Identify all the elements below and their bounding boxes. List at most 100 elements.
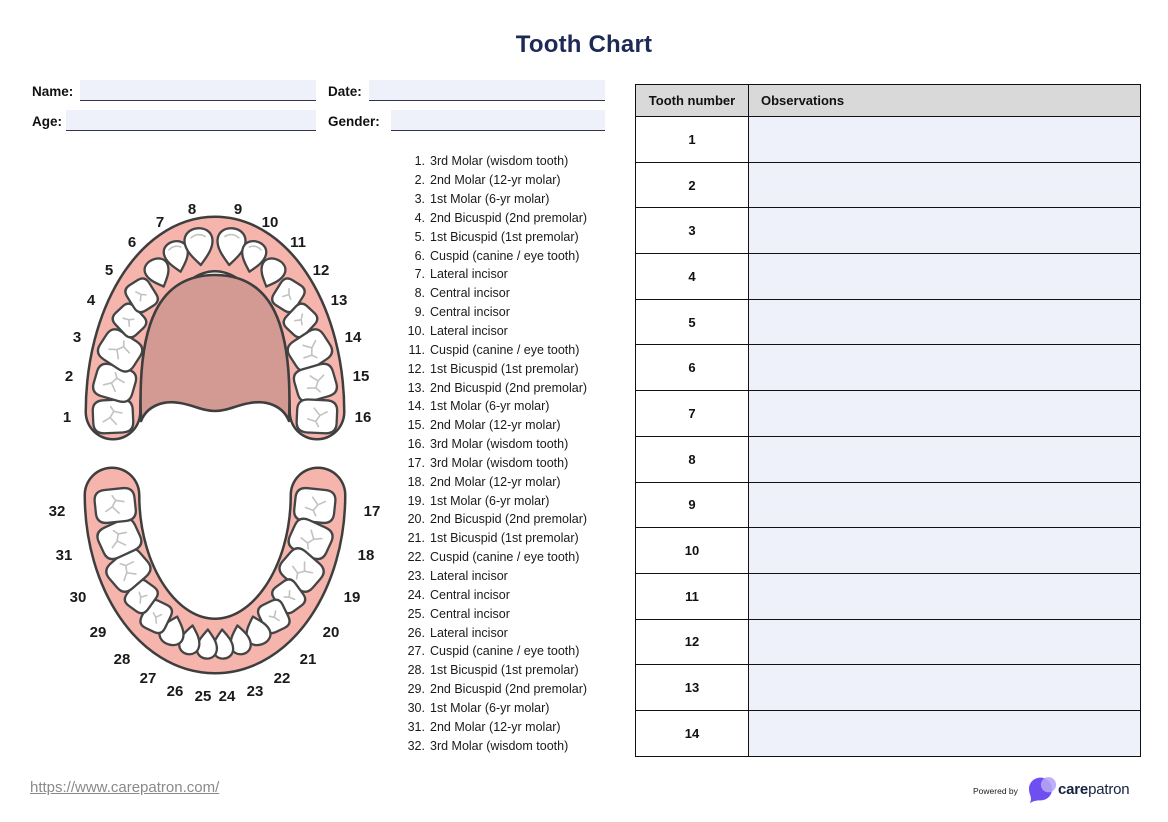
observation-cell[interactable] — [748, 161, 1141, 209]
tooth-list-number: 31. — [407, 719, 425, 734]
observation-cell[interactable] — [748, 298, 1141, 346]
tooth-list-item: 1. 3rd Molar (wisdom tooth) — [398, 152, 613, 171]
tooth-number-label-10: 10 — [262, 214, 279, 231]
tooth-list-number: 14. — [407, 399, 425, 414]
tooth-shape-9 — [216, 227, 247, 267]
powered-by-label: Powered by — [973, 786, 1018, 796]
tooth-number-label-3: 3 — [73, 329, 81, 346]
tooth-list-item: 25. Central incisor — [398, 604, 613, 623]
tooth-list-item: 26. Lateral incisor — [398, 623, 613, 642]
tooth-list-name: 2nd Bicuspid (2nd premolar) — [430, 512, 588, 527]
age-label: Age: — [32, 114, 62, 129]
tooth-list-name: Lateral incisor — [430, 625, 508, 640]
tooth-list-item: 2. 2nd Molar (12-yr molar) — [398, 171, 613, 190]
tooth-list-name: Central incisor — [430, 286, 510, 301]
observation-cell[interactable] — [748, 664, 1141, 711]
tooth-list-number: 12. — [407, 361, 425, 376]
tooth-number-label-9: 9 — [234, 201, 242, 218]
tooth-list-name: 2nd Bicuspid (2nd premolar) — [430, 682, 588, 697]
age-field[interactable] — [66, 110, 316, 131]
observation-cell[interactable] — [748, 481, 1141, 529]
tooth-list-item: 7. Lateral incisor — [398, 265, 613, 284]
tooth-shape-10 — [241, 240, 268, 273]
tooth-shape-11 — [260, 257, 287, 288]
tooth-list-name: Cuspid (canine / eye tooth) — [430, 550, 580, 565]
tooth-number-label-25: 25 — [195, 688, 212, 705]
tooth-shape-26 — [178, 624, 201, 656]
observation-cell[interactable] — [748, 207, 1141, 255]
tooth-list-number: 16. — [407, 437, 425, 452]
tooth-list-name: 3rd Molar (wisdom tooth) — [430, 455, 569, 470]
date-field[interactable] — [369, 80, 605, 101]
tooth-list-item: 13. 2nd Bicuspid (2nd premolar) — [398, 378, 613, 397]
observation-cell[interactable] — [748, 618, 1141, 666]
carepatron-link[interactable]: https://www.carepatron.com/ — [30, 779, 220, 796]
table-row: 7 — [635, 390, 1141, 437]
tooth-list-number: 2. — [414, 173, 425, 188]
tooth-number-label-22: 22 — [274, 670, 291, 687]
name-field[interactable] — [80, 80, 316, 101]
tooth-list-name: Cuspid (canine / eye tooth) — [430, 248, 580, 263]
observations-table: Tooth number Observations 1 2 3 4 5 6 7 8 9 10 11 1… — [635, 84, 1141, 757]
tooth-list-item: 32. 3rd Molar (wisdom tooth) — [398, 736, 613, 755]
tooth-list-number: 8. — [414, 286, 425, 301]
tooth-number-label-2: 2 — [65, 368, 73, 385]
tooth-list-number: 19. — [407, 493, 425, 508]
tooth-list-name: 1st Bicuspid (1st premolar) — [430, 531, 579, 546]
tooth-number-label-8: 8 — [188, 201, 196, 218]
gender-field[interactable] — [391, 110, 605, 131]
tooth-list-number: 30. — [407, 700, 425, 715]
tooth-list-number: 1. — [414, 154, 425, 169]
tooth-number-cell: 11 — [635, 572, 749, 620]
tooth-shape-23 — [229, 624, 252, 656]
tooth-list-item: 17. 3rd Molar (wisdom tooth) — [398, 454, 613, 473]
tooth-number-label-29: 29 — [90, 624, 107, 641]
tooth-number-cell: 10 — [635, 527, 749, 574]
table-row: 8 — [635, 435, 1141, 483]
tooth-list-item: 15. 2nd Molar (12-yr molar) — [398, 416, 613, 435]
observation-cell[interactable] — [748, 116, 1141, 163]
tooth-number-cell: 8 — [635, 435, 749, 483]
tooth-list-number: 17. — [407, 455, 425, 470]
tooth-list-item: 22. Cuspid (canine / eye tooth) — [398, 548, 613, 567]
tooth-shape-1 — [91, 398, 135, 435]
table-row: 13 — [635, 664, 1141, 711]
observation-cell[interactable] — [748, 572, 1141, 620]
tooth-list-name: Central incisor — [430, 587, 510, 602]
name-label: Name: — [32, 84, 74, 99]
tooth-list-number: 23. — [407, 568, 425, 583]
observation-cell[interactable] — [748, 253, 1141, 300]
tooth-list-item: 31. 2nd Molar (12-yr molar) — [398, 717, 613, 736]
tooth-list-item: 29. 2nd Bicuspid (2nd premolar) — [398, 680, 613, 699]
tooth-list-name: 2nd Molar (12-yr molar) — [430, 418, 561, 433]
tooth-number-label-24: 24 — [219, 688, 236, 705]
tooth-list-item: 8. Central incisor — [398, 284, 613, 303]
tooth-list-number: 22. — [407, 550, 425, 565]
tooth-shape-24 — [211, 628, 235, 660]
observation-cell[interactable] — [748, 709, 1141, 757]
tooth-shape-25 — [195, 628, 219, 660]
table-row: 12 — [635, 618, 1141, 666]
tooth-list-name: 2nd Molar (12-yr molar) — [430, 173, 561, 188]
tooth-shape-16 — [295, 398, 339, 435]
page-title: Tooth Chart — [515, 31, 653, 58]
tooth-number-label-18: 18 — [358, 547, 375, 564]
tooth-shape-3 — [96, 328, 144, 373]
tooth-list-item: 18. 2nd Molar (12-yr molar) — [398, 472, 613, 491]
tooth-list-number: 10. — [407, 324, 425, 339]
tooth-list-name: 1st Molar (6-yr molar) — [430, 192, 550, 207]
tooth-list-number: 26. — [407, 625, 425, 640]
observation-cell[interactable] — [748, 344, 1141, 392]
tooth-shape-6 — [143, 257, 170, 288]
tooth-shape-15 — [292, 362, 339, 403]
table-row: 10 — [635, 527, 1141, 574]
observation-cell[interactable] — [748, 527, 1141, 574]
tooth-list-name: Lateral incisor — [430, 568, 508, 583]
tooth-number-label-6: 6 — [128, 234, 136, 251]
observation-cell[interactable] — [748, 435, 1141, 483]
tooth-list-item: 27. Cuspid (canine / eye tooth) — [398, 642, 613, 661]
brand-patron: patron — [1088, 781, 1130, 798]
tooth-list-number: 9. — [414, 305, 425, 320]
tooth-number-label-32: 32 — [49, 503, 66, 520]
observation-cell[interactable] — [748, 390, 1141, 437]
